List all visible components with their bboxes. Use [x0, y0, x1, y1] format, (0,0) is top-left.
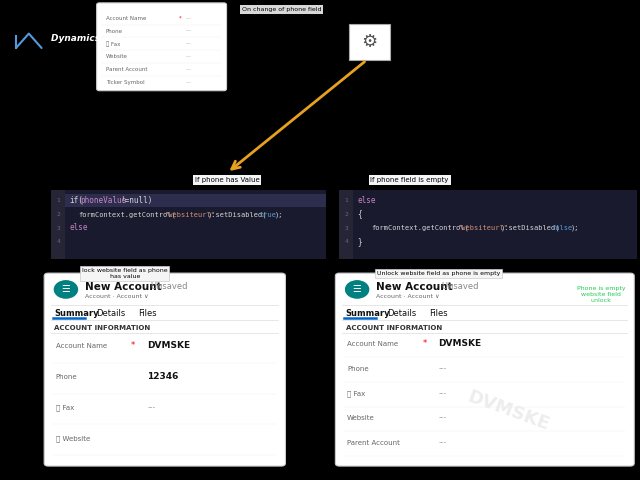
Text: lock website field as phone
has value: lock website field as phone has value — [82, 268, 168, 279]
Text: Website: Website — [347, 415, 374, 421]
Text: ---: --- — [186, 41, 191, 47]
Text: Phone: Phone — [347, 366, 369, 372]
Text: else: else — [69, 224, 88, 232]
Circle shape — [346, 281, 369, 298]
Text: Summary: Summary — [54, 309, 99, 318]
Text: Account Name: Account Name — [347, 341, 398, 347]
Text: Account · Account ∨: Account · Account ∨ — [376, 294, 440, 299]
Text: !=null): !=null) — [120, 196, 153, 204]
Text: ---: --- — [438, 413, 447, 422]
Text: 2: 2 — [56, 212, 60, 217]
Text: ---: --- — [438, 438, 447, 447]
FancyBboxPatch shape — [97, 3, 227, 91]
Text: 4: 4 — [344, 239, 348, 244]
Bar — [339, 190, 637, 259]
Text: formContext.getControl(: formContext.getControl( — [79, 211, 177, 218]
Bar — [51, 190, 326, 259]
Text: Account Name: Account Name — [56, 343, 107, 349]
FancyBboxPatch shape — [335, 273, 634, 466]
Text: Phone: Phone — [56, 373, 77, 380]
Bar — [65, 194, 326, 207]
Text: *: * — [422, 339, 427, 348]
Text: 🔓 Fax: 🔓 Fax — [347, 390, 365, 396]
Text: 🔓 Fax: 🔓 Fax — [56, 404, 74, 411]
Text: 1: 1 — [344, 198, 348, 203]
Text: If phone has Value: If phone has Value — [195, 177, 260, 183]
Text: ACCOUNT INFORMATION: ACCOUNT INFORMATION — [346, 325, 442, 331]
Text: If phone field is empty: If phone field is empty — [371, 177, 449, 183]
Text: ☰: ☰ — [61, 285, 70, 294]
Text: ---: --- — [438, 389, 447, 398]
Text: ---: --- — [438, 364, 447, 373]
Text: ACCOUNT INFORMATION: ACCOUNT INFORMATION — [54, 325, 150, 331]
Text: DVMSKE: DVMSKE — [147, 341, 190, 350]
Text: 12346: 12346 — [147, 372, 179, 381]
Text: "websiteurl": "websiteurl" — [458, 225, 509, 231]
Text: "websiteurl": "websiteurl" — [165, 212, 216, 217]
Text: else: else — [357, 196, 376, 204]
Text: );: ); — [275, 211, 284, 218]
Text: phoneValue: phoneValue — [80, 196, 126, 204]
FancyBboxPatch shape — [44, 273, 285, 466]
Text: ---: --- — [186, 16, 191, 21]
Text: true: true — [259, 212, 276, 217]
Text: formContext.getControl(: formContext.getControl( — [371, 225, 469, 231]
Text: 1: 1 — [56, 198, 60, 203]
Text: ).setDisabled(: ).setDisabled( — [500, 225, 560, 231]
Text: · Unsaved: · Unsaved — [143, 282, 188, 291]
Text: Ticker Symbol: Ticker Symbol — [106, 80, 144, 85]
Text: false: false — [552, 225, 573, 231]
Text: {: { — [357, 209, 362, 218]
Text: ---: --- — [186, 67, 191, 72]
Text: 3: 3 — [344, 226, 348, 230]
Text: ---: --- — [147, 403, 156, 412]
Text: Files: Files — [138, 309, 157, 318]
Text: Account · Account ∨: Account · Account ∨ — [85, 294, 148, 299]
Text: DVMSKE: DVMSKE — [465, 388, 552, 434]
Bar — [349, 24, 390, 60]
Text: Details: Details — [388, 309, 417, 318]
Text: ⚙: ⚙ — [362, 33, 378, 51]
Text: *: * — [179, 16, 184, 21]
Text: *: * — [131, 341, 136, 350]
Text: if(: if( — [69, 196, 83, 204]
Text: ---: --- — [186, 29, 191, 34]
Text: Phone is empty
website field
unlock: Phone is empty website field unlock — [577, 286, 625, 303]
Text: 3: 3 — [56, 226, 60, 230]
Bar — [51, 190, 65, 259]
Text: );: ); — [571, 225, 579, 231]
Text: }: } — [357, 237, 362, 246]
Text: 4: 4 — [56, 239, 60, 244]
Text: Account Name: Account Name — [106, 16, 146, 21]
Text: Parent Account: Parent Account — [347, 440, 400, 445]
Text: ).setDisabled(: ).setDisabled( — [208, 211, 268, 218]
Circle shape — [54, 281, 77, 298]
Bar — [339, 190, 353, 259]
Text: 🔓 Fax: 🔓 Fax — [106, 41, 120, 47]
Text: Details: Details — [96, 309, 125, 318]
Text: Phone: Phone — [106, 29, 123, 34]
Bar — [339, 276, 630, 304]
Text: ---: --- — [186, 80, 191, 85]
Text: New Account: New Account — [85, 282, 162, 291]
Text: 🔓 Website: 🔓 Website — [56, 435, 90, 442]
Text: DVMSKE: DVMSKE — [438, 339, 481, 348]
Text: ---: --- — [186, 54, 191, 60]
Text: Unlock website field as phone is empty: Unlock website field as phone is empty — [377, 271, 500, 276]
Text: Summary: Summary — [346, 309, 390, 318]
Text: On change of phone field: On change of phone field — [242, 7, 321, 12]
Text: New Account: New Account — [376, 282, 453, 291]
Text: 2: 2 — [344, 212, 348, 217]
Text: Files: Files — [429, 309, 448, 318]
Text: · Unsaved: · Unsaved — [434, 282, 479, 291]
Text: ☰: ☰ — [353, 285, 362, 294]
Text: Website: Website — [106, 54, 127, 60]
Text: Dynamics 365: Dynamics 365 — [51, 34, 122, 43]
Bar — [48, 276, 282, 304]
Text: Parent Account: Parent Account — [106, 67, 147, 72]
